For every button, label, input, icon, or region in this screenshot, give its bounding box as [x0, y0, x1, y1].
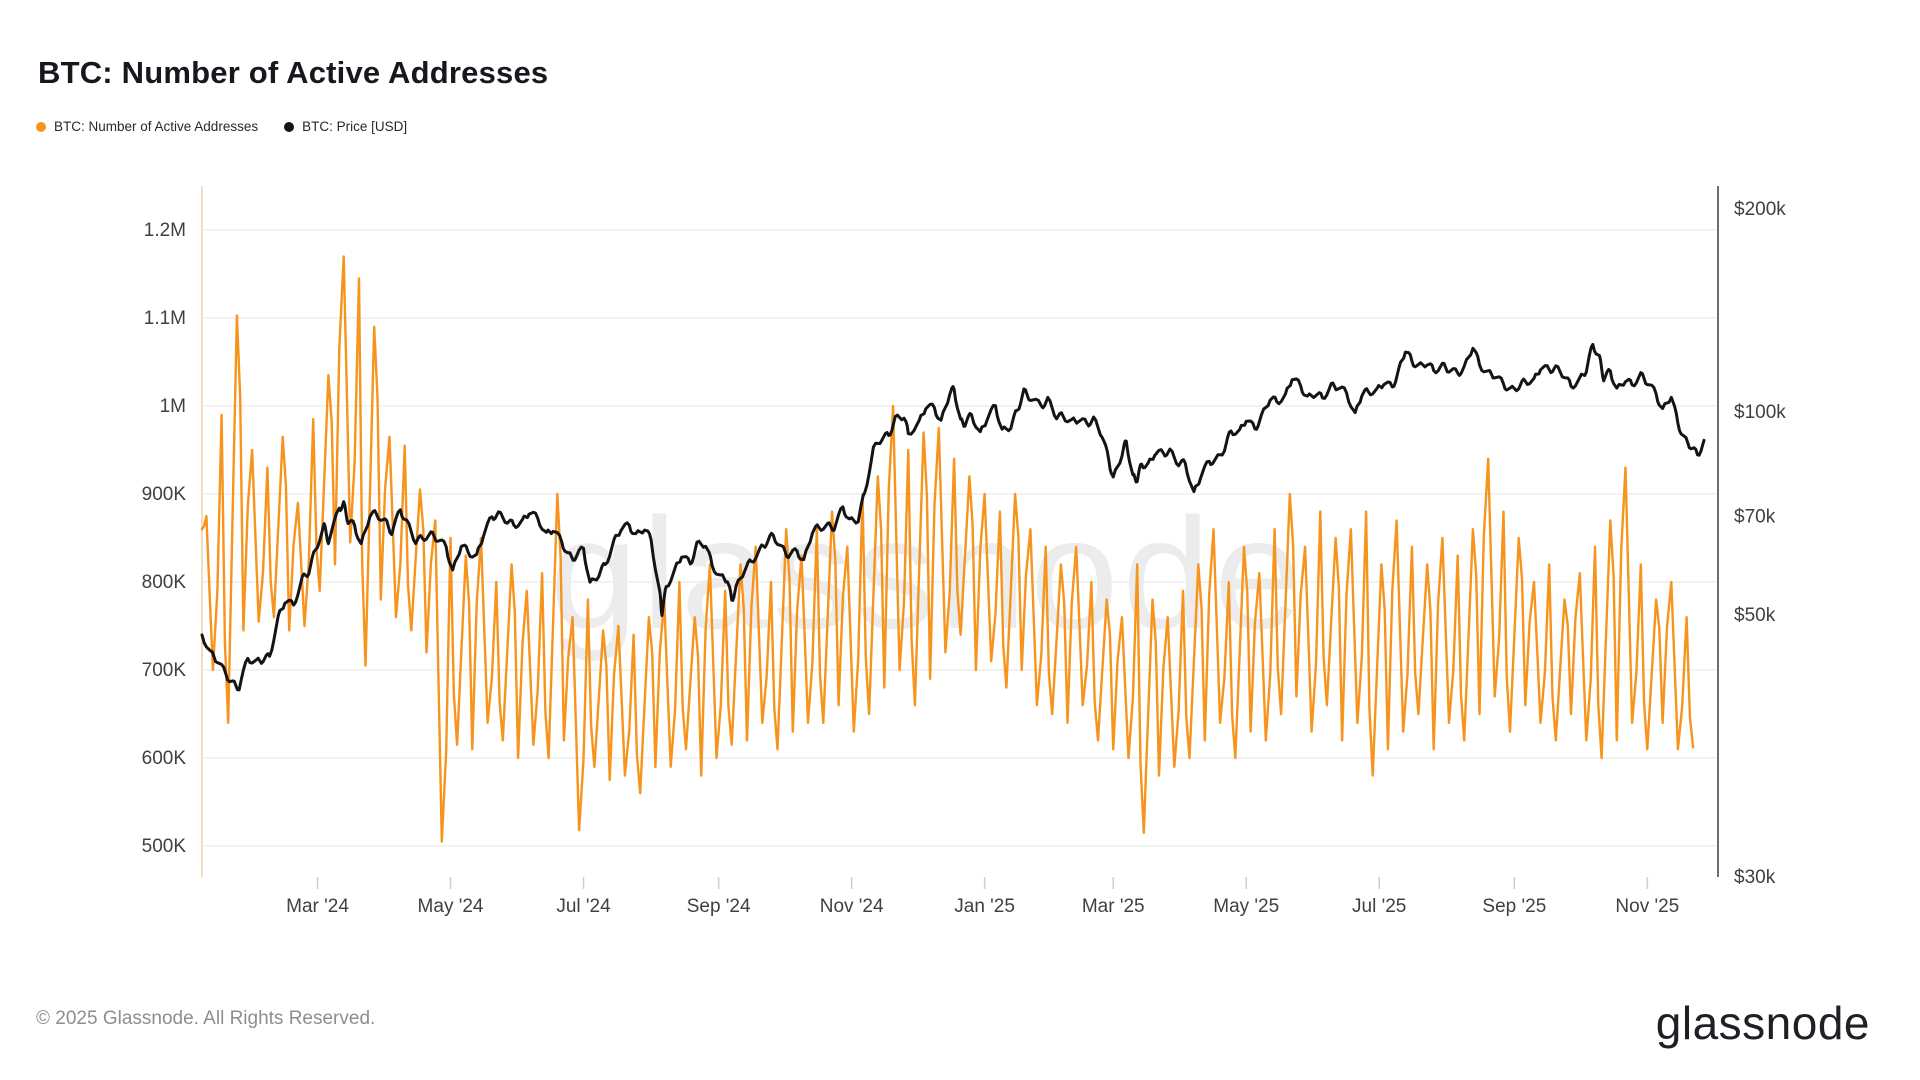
legend-dot-orange-icon [36, 121, 46, 132]
x-label-Sep '25: Sep '25 [1482, 896, 1546, 917]
footer-copyright: © 2025 Glassnode. All Rights Reserved. [36, 1008, 376, 1029]
x-label-Jul '24: Jul '24 [556, 896, 611, 917]
x-label-Jul '25: Jul '25 [1352, 896, 1406, 917]
x-label-May '25: May '25 [1213, 896, 1279, 917]
legend-dot-black-icon [284, 121, 295, 132]
series-active-addresses-line [200, 255, 1695, 843]
y-left-tick-900K: 900K [142, 484, 187, 505]
series-price-line [200, 342, 1706, 692]
y-left-tick-800K: 800K [142, 572, 187, 593]
x-label-May '24: May '24 [418, 896, 484, 917]
watermark-glassnode: glassnode [550, 486, 1306, 662]
y-left-tick-1.1M: 1.1M [144, 308, 186, 329]
y-right-tick-$30k: $30k [1734, 867, 1776, 888]
legend-label-price: BTC: Price [USD] [302, 119, 408, 134]
glassnode-logo: glassnode [1655, 997, 1870, 1049]
y-right-tick-$200k: $200k [1734, 199, 1786, 220]
legend-item-price[interactable]: BTC: Price [USD] [284, 119, 407, 134]
legend-label-active-addresses: BTC: Number of Active Addresses [54, 119, 259, 134]
y-left-tick-1M: 1M [160, 396, 186, 417]
legend-item-active-addresses[interactable]: BTC: Number of Active Addresses [36, 119, 258, 134]
x-label-Mar '24: Mar '24 [286, 896, 349, 917]
x-label-Mar '25: Mar '25 [1082, 896, 1145, 917]
x-label-Jan '25: Jan '25 [954, 896, 1015, 917]
x-label-Nov '25: Nov '25 [1615, 896, 1679, 917]
x-label-Nov '24: Nov '24 [820, 896, 884, 917]
y-right-tick-$70k: $70k [1734, 506, 1776, 527]
y-left-tick-500K: 500K [142, 836, 187, 857]
y-left-tick-700K: 700K [142, 660, 187, 681]
y-right-tick-$50k: $50k [1734, 605, 1776, 626]
y-left-tick-600K: 600K [142, 748, 187, 769]
chart-legend: BTC: Number of Active Addresses BTC: Pri… [36, 119, 407, 134]
y-right-tick-$100k: $100k [1734, 402, 1786, 423]
page-title: BTC: Number of Active Addresses [38, 54, 549, 90]
x-label-Sep '24: Sep '24 [687, 896, 751, 917]
y-left-tick-1.2M: 1.2M [144, 220, 186, 241]
